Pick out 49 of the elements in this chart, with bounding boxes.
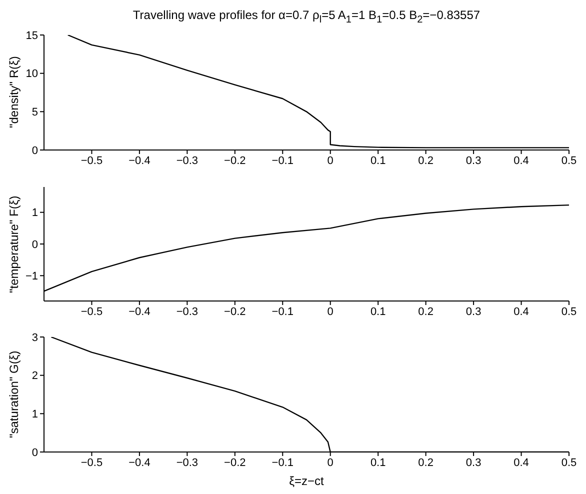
x-tick-label: −0.4 bbox=[128, 306, 150, 318]
x-tick-label: 0.3 bbox=[466, 306, 482, 318]
y-tick-label: 2 bbox=[32, 370, 38, 382]
y-tick-label: 1 bbox=[32, 408, 38, 421]
x-tick-label: −0.4 bbox=[128, 154, 150, 167]
x-axis-title: ξ=z−ct bbox=[288, 474, 325, 488]
x-tick-label: 0.5 bbox=[561, 456, 577, 469]
x-tick-label: 0.2 bbox=[418, 456, 434, 469]
x-tick-label: −0.2 bbox=[224, 154, 246, 167]
x-tick-label: −0.3 bbox=[176, 154, 198, 167]
y-tick-label: −1 bbox=[25, 270, 38, 283]
y-tick-label: 5 bbox=[32, 106, 38, 119]
x-tick-label: −0.1 bbox=[272, 306, 294, 318]
x-tick-label: 0.5 bbox=[561, 306, 577, 318]
x-tick-label: −0.1 bbox=[272, 456, 294, 469]
x-tick-label: 0 bbox=[327, 456, 334, 469]
y-tick-label: 0 bbox=[32, 238, 38, 251]
x-tick-label: −0.3 bbox=[176, 456, 198, 469]
x-tick-label: 0 bbox=[327, 154, 334, 167]
x-tick-label: 0.1 bbox=[370, 306, 386, 318]
y-tick-label: 0 bbox=[32, 144, 38, 157]
y-tick-label: 0 bbox=[32, 446, 38, 459]
y-axis-title: "saturation" G(ξ) bbox=[6, 350, 22, 440]
x-tick-label: 0.4 bbox=[514, 306, 529, 318]
x-tick-label: −0.2 bbox=[224, 306, 246, 318]
x-tick-label: 0.2 bbox=[418, 154, 434, 167]
x-tick-label: −0.5 bbox=[80, 456, 103, 469]
x-tick-label: −0.2 bbox=[224, 456, 246, 469]
y-tick-label: 1 bbox=[32, 207, 38, 220]
y-tick-label: 10 bbox=[26, 68, 38, 80]
x-tick-label: −0.3 bbox=[176, 306, 198, 318]
x-tick-label: 0.2 bbox=[418, 306, 434, 318]
x-tick-label: 0.3 bbox=[466, 456, 482, 469]
x-tick-label: 0.4 bbox=[514, 154, 529, 167]
x-tick-label: 0.4 bbox=[514, 456, 529, 469]
x-tick-label: −0.1 bbox=[272, 154, 294, 167]
x-tick-label: 0.1 bbox=[370, 154, 386, 167]
x-tick-label: 0.1 bbox=[370, 456, 386, 469]
x-tick-label: −0.5 bbox=[80, 154, 103, 167]
y-axis-title: "temperature" F(ξ) bbox=[7, 195, 21, 293]
y-axis-title: "density" R(ξ) bbox=[7, 56, 21, 128]
y-tick-label: 3 bbox=[32, 332, 38, 344]
y-tick-label: 15 bbox=[26, 30, 38, 42]
x-tick-label: 0 bbox=[327, 306, 334, 318]
x-tick-label: −0.4 bbox=[128, 456, 150, 469]
x-tick-label: −0.5 bbox=[80, 306, 103, 318]
x-tick-label: 0.3 bbox=[466, 154, 482, 167]
chart-title: Travelling wave profiles for α=0.7 ρ$_{l}$=5 A$_{1}$=1 B$_{1}$=0.5 B$_{2}$=−0.83557 bbox=[132, 8, 480, 26]
x-tick-label: 0.5 bbox=[561, 154, 577, 167]
